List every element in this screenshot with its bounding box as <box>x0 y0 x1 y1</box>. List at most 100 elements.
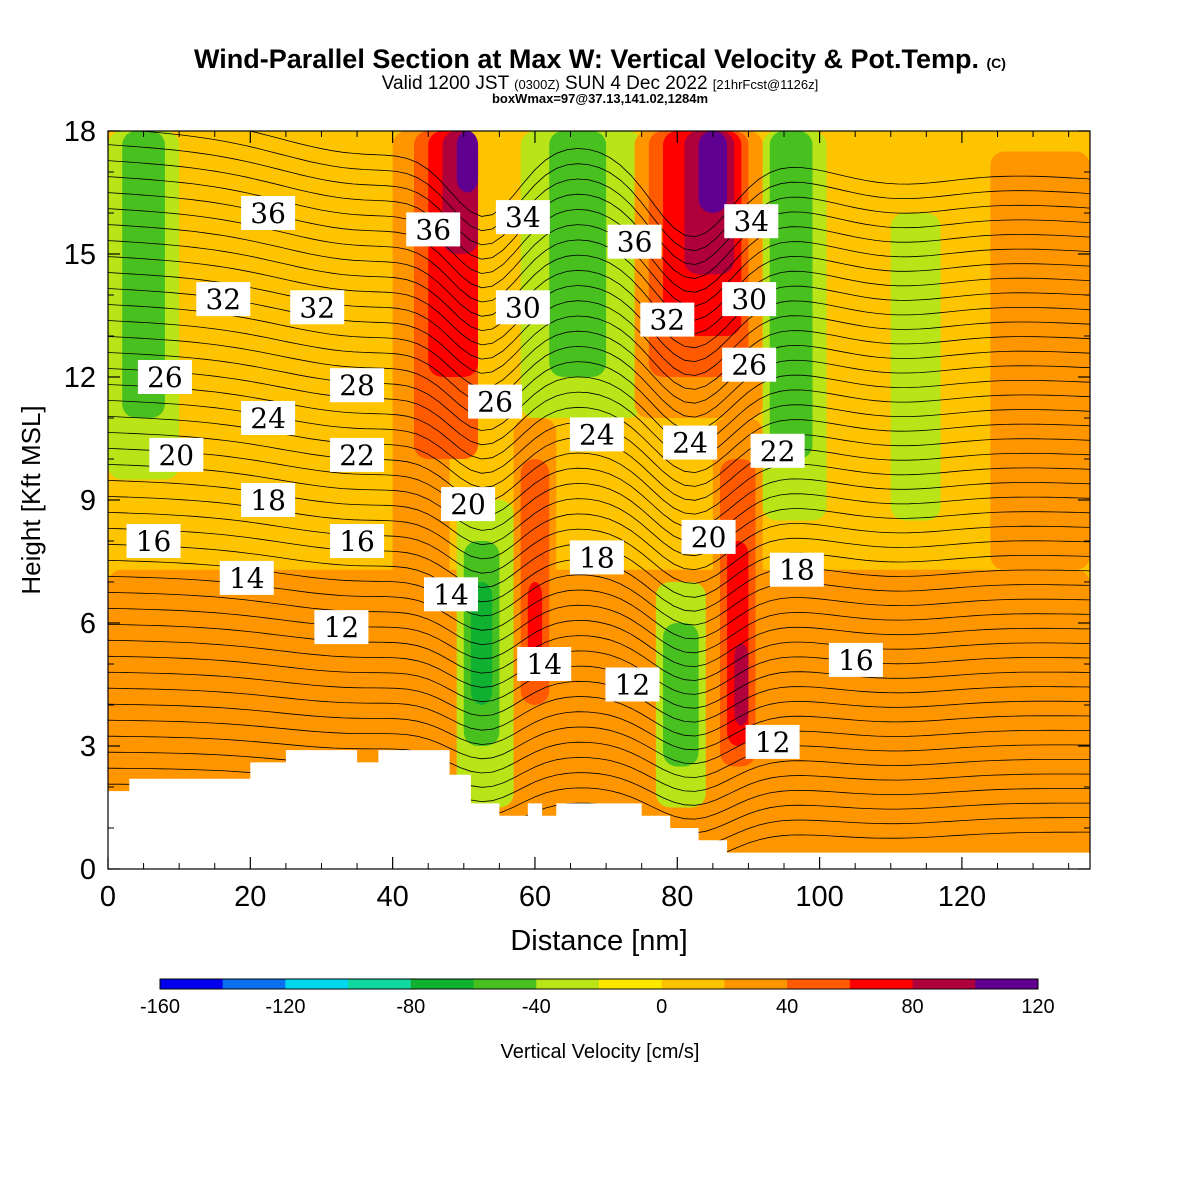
contour-label-box <box>722 347 777 382</box>
contour-label-box <box>290 290 345 325</box>
contour-label-box <box>605 667 660 702</box>
contour-label-text: 12 <box>324 611 360 644</box>
contour-label: 30 <box>722 282 777 317</box>
contour-label: 20 <box>149 437 204 472</box>
colorbar-swatch <box>724 979 788 989</box>
colorbar-swatch <box>599 979 663 989</box>
colorbar-tick-label: 40 <box>776 996 798 1018</box>
contour-label: 18 <box>569 540 624 575</box>
contour-label: 14 <box>423 577 478 612</box>
contour-label-box <box>468 384 523 419</box>
colorbar-swatch <box>410 979 475 989</box>
contour-label-text: 32 <box>205 283 241 316</box>
contour-label-box <box>330 437 385 472</box>
isentrope-line <box>108 655 1090 709</box>
colorbar-swatch <box>222 979 286 989</box>
contour-label-text: 30 <box>731 283 767 316</box>
contour-label-text: 16 <box>136 525 172 558</box>
isentrope-line <box>108 623 1090 681</box>
contour-label-text: 18 <box>250 484 286 517</box>
contour-label-box <box>722 282 777 317</box>
contour-label-box <box>330 368 385 403</box>
velocity-cell <box>890 213 941 521</box>
contour-label: 20 <box>681 519 736 554</box>
contour-label-text: 26 <box>147 361 183 394</box>
contour-label-text: 16 <box>838 644 874 677</box>
isentrope-line <box>108 384 1090 474</box>
contour-label: 28 <box>330 368 385 403</box>
contour-label-box <box>330 524 385 558</box>
contour-label-text: 26 <box>731 349 767 382</box>
contour-label: 32 <box>196 282 251 317</box>
isentrope-line <box>108 735 1090 778</box>
velocity-cell <box>990 151 1090 570</box>
contour-label: 32 <box>290 290 345 325</box>
colorbar-tick-label: -40 <box>522 996 551 1018</box>
contour-label-box <box>241 401 296 435</box>
contour-label: 16 <box>330 524 385 558</box>
y-tick-label: 0 <box>80 854 96 886</box>
contour-label-text: 24 <box>250 402 286 435</box>
colorbar-swatch <box>912 979 976 989</box>
contour-label-text: 34 <box>733 205 769 238</box>
isentrope-line <box>108 368 1090 460</box>
x-tick-label: 80 <box>661 881 693 913</box>
isentrope-line <box>108 336 1090 432</box>
colorbar-tick-label: -80 <box>396 996 425 1018</box>
colorbar: -160 -120 -80 -40 0 40 80 120 <box>140 978 1055 1018</box>
isentrope-line <box>108 144 1090 266</box>
contour-label-text: 24 <box>579 418 615 451</box>
contour-label: 26 <box>137 360 192 394</box>
isentrope-line <box>108 448 1090 529</box>
x-tick-label: 40 <box>377 881 409 913</box>
contour-label: 18 <box>769 552 824 587</box>
colorbar-tick-label: 120 <box>1021 996 1054 1018</box>
velocity-cell <box>470 582 493 705</box>
contour-label: 12 <box>605 667 660 702</box>
isentrope-line <box>108 671 1090 723</box>
isentrope-line <box>108 703 1090 751</box>
isentrope-line <box>108 256 1090 363</box>
contour-label-text: 14 <box>229 562 265 595</box>
contour-label-box <box>196 282 251 317</box>
contour-label-box <box>126 524 181 558</box>
y-axis-label: Height [Kft MSL] <box>16 405 46 594</box>
colorbar-swatch <box>849 979 914 989</box>
contour-label: 36 <box>607 224 662 259</box>
contour-label: 22 <box>750 433 805 468</box>
y-tick-label: 6 <box>80 608 96 640</box>
isentrope-line <box>108 304 1090 404</box>
x-tick-label: 60 <box>519 881 551 913</box>
contour-label: 34 <box>724 204 779 239</box>
y-tick-label: 12 <box>64 362 96 394</box>
colorbar-tick-label: -160 <box>140 996 180 1018</box>
velocity-cell <box>769 131 813 459</box>
contour-label-box <box>750 433 805 468</box>
isentrope-line <box>108 687 1090 737</box>
contour-label-text: 16 <box>339 525 375 558</box>
isentrope-line <box>108 240 1090 349</box>
colorbar-swatch <box>285 979 349 989</box>
contour-label: 24 <box>241 401 296 435</box>
contour-label-text: 20 <box>691 521 727 554</box>
terrain-mask <box>108 750 1090 869</box>
contour-label: 20 <box>441 487 496 522</box>
contour-label-box <box>241 483 296 517</box>
contour-label-box <box>149 437 204 472</box>
contour-label-box <box>569 540 624 575</box>
contour-label-text: 32 <box>649 304 685 337</box>
colorbar-swatch <box>787 979 851 989</box>
contour-label-box <box>724 204 779 239</box>
contour-label: 12 <box>314 610 369 645</box>
contour-label: 22 <box>330 437 385 472</box>
x-axis-label: Distance [nm] <box>510 925 687 957</box>
contour-label: 24 <box>663 425 718 460</box>
contour-label: 32 <box>640 302 695 337</box>
contour-label: 30 <box>495 290 550 325</box>
contour-label: 26 <box>722 347 777 382</box>
colorbar-tick-label: 80 <box>901 996 923 1018</box>
contour-label-box <box>681 519 736 554</box>
contour-label-text: 22 <box>339 439 375 472</box>
isentrope-line <box>108 464 1090 543</box>
velocity-cell <box>527 582 543 664</box>
